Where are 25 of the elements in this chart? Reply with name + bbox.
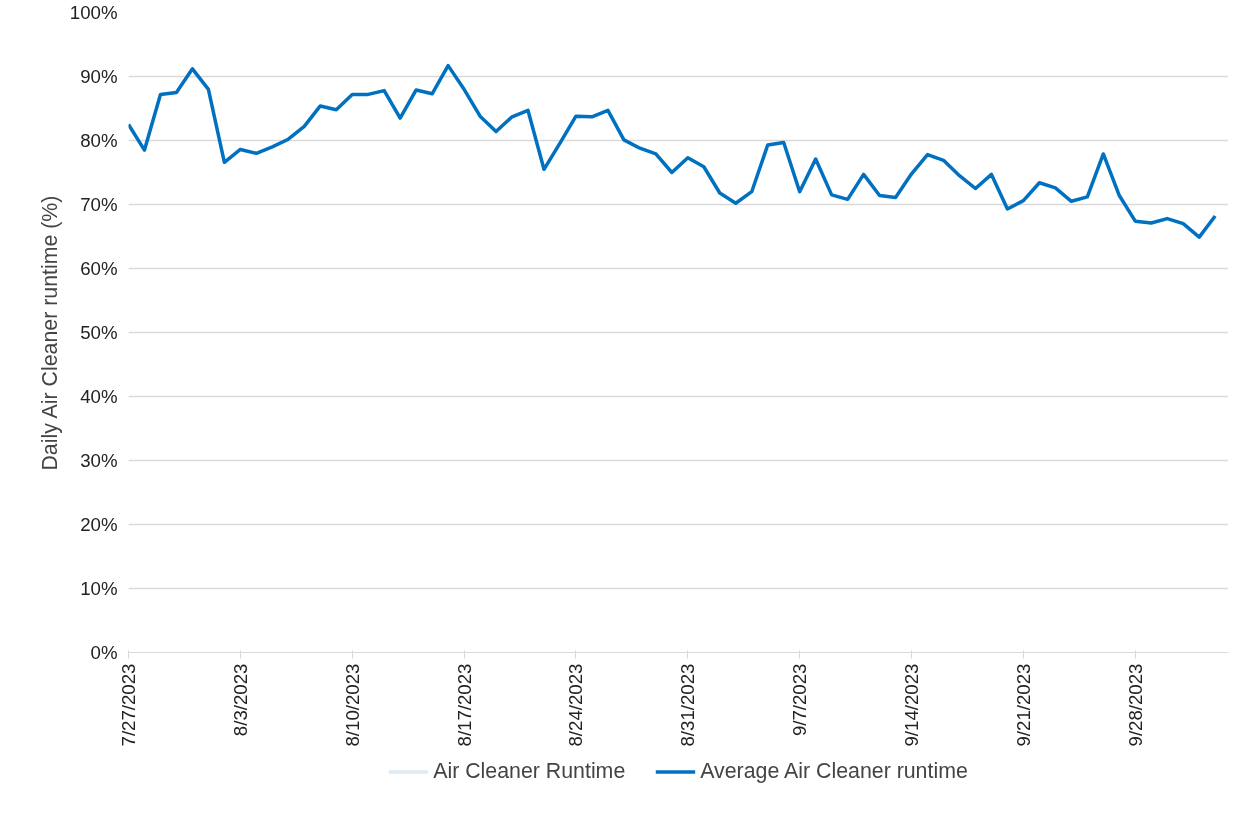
y-tick-label: 50% bbox=[80, 322, 118, 343]
line-series bbox=[128, 63, 1217, 239]
y-tick-label: 40% bbox=[80, 386, 118, 407]
x-tick-label: 9/14/2023 bbox=[901, 663, 923, 747]
y-tick-label: 10% bbox=[80, 578, 118, 599]
y-tick-label: 70% bbox=[80, 194, 118, 215]
y-tick-label: 100% bbox=[69, 2, 118, 23]
y-tick-label: 20% bbox=[80, 514, 118, 535]
y-tick-label: 60% bbox=[80, 258, 118, 279]
y-tick-label: 80% bbox=[80, 130, 118, 151]
legend-label: Average Air Cleaner runtime bbox=[700, 758, 968, 784]
x-tick-label: 7/27/2023 bbox=[118, 663, 139, 747]
x-tick-label: 8/24/2023 bbox=[565, 663, 587, 747]
x-tick-label: 9/28/2023 bbox=[1124, 663, 1146, 747]
x-tick-label: 8/17/2023 bbox=[453, 663, 475, 747]
y-axis-title: Daily Air Cleaner runtime (%) bbox=[37, 195, 62, 471]
x-tick-label: 8/3/2023 bbox=[229, 663, 251, 737]
x-tick-label: 8/31/2023 bbox=[677, 663, 699, 747]
y-tick-label: 30% bbox=[80, 450, 118, 471]
y-tick-label: 90% bbox=[80, 66, 118, 87]
x-tick-label: 9/21/2023 bbox=[1012, 663, 1034, 747]
y-tick-label: 0% bbox=[90, 642, 118, 663]
x-tick-label: 8/10/2023 bbox=[341, 663, 363, 747]
x-tick-label: 9/7/2023 bbox=[789, 663, 811, 737]
legend-label: Air Cleaner Runtime bbox=[433, 758, 626, 784]
